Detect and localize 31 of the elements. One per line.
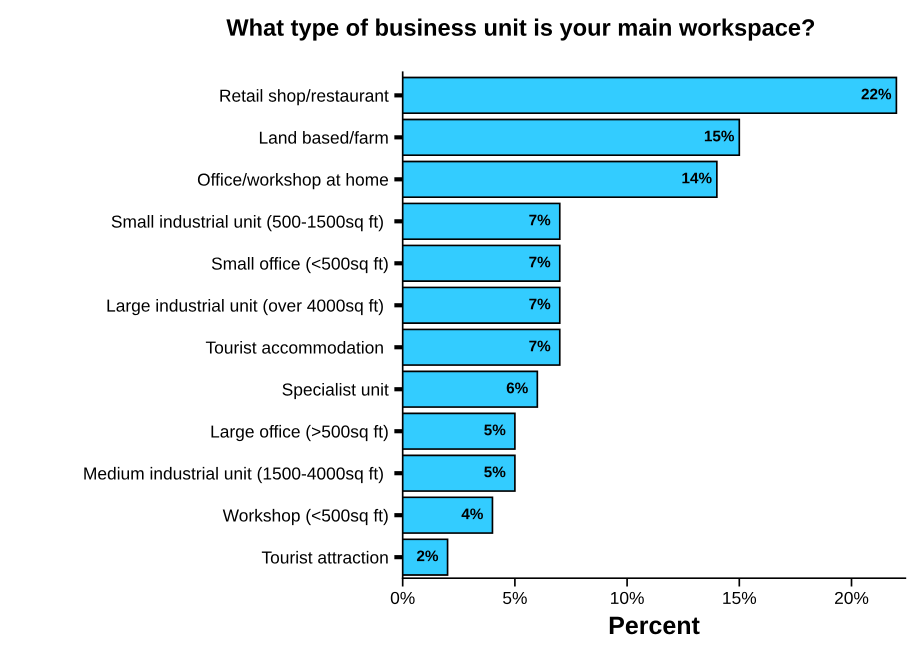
y-tick-label: Land based/farm [260,131,388,144]
x-tick-label: 15% [723,592,756,604]
chart-title: What type of business unit is your main workspace? [226,18,814,41]
x-tick-label: 20% [835,592,868,604]
y-tick-label: Tourist accommodation [206,340,383,354]
y-tick-label: Medium industrial unit (1500-4000sq ft) [84,466,383,484]
data-label: 22% [862,88,892,100]
data-label: 7% [529,340,550,352]
y-tick-label: Specialist unit [282,382,389,400]
data-label: 6% [506,382,528,394]
y-tick-label: Small industrial unit (500-1500sq ft) [112,215,383,232]
data-label: 5% [484,466,506,478]
y-tick-label: Large office (>500sq ft) [212,424,388,442]
data-label: 15% [704,130,734,142]
x-tick-label: 10% [611,592,644,604]
data-label: 4% [462,508,483,520]
data-label: 7% [529,256,550,268]
y-tick-label: Large industrial unit (over 4000sq ft) [107,298,383,316]
data-label: 7% [529,298,550,310]
x-tick-label: 0% [390,592,415,604]
y-tick-label: Workshop (<500sq ft) [222,508,388,526]
data-label: 7% [529,214,550,226]
data-label: 5% [484,424,506,436]
y-tick-label: Tourist attraction [262,550,388,564]
x-tick-label: 5% [503,592,527,604]
y-tick-label: Small office (<500sq ft) [212,257,388,274]
data-label: 2% [416,550,438,562]
data-label: 14% [682,172,712,184]
y-tick-label: Office/workshop at home [198,173,388,190]
x-axis-title: Percent [610,616,700,634]
y-tick-label: Retail shop/restaurant [220,89,389,106]
